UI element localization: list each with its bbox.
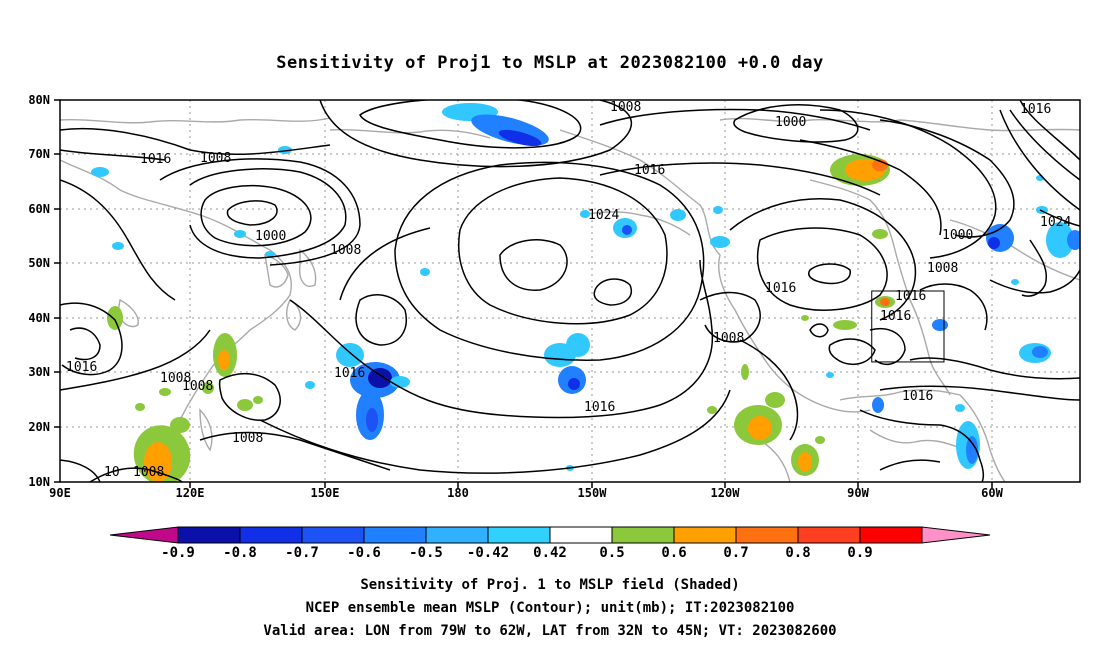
colorbar-left-arrow xyxy=(109,526,179,544)
caption-line-2: NCEP ensemble mean MSLP (Contour); unit(… xyxy=(306,600,795,616)
colorbar-level-label: 0.6 xyxy=(661,545,686,561)
contour-label: 1024 xyxy=(588,208,619,223)
latitude-labels: 80N 70N 60N 50N 40N 30N 20N 10N xyxy=(28,93,50,489)
contour-label: 1016 xyxy=(902,389,933,404)
contour-label: 1008 xyxy=(232,431,263,446)
contour-label: 1016 xyxy=(765,281,796,296)
colorbar-level-label: -0.7 xyxy=(285,545,319,561)
lon-label: 90W xyxy=(847,486,869,500)
sensitivity-shading xyxy=(91,103,1080,482)
colorbar-level-label: -0.8 xyxy=(223,545,257,561)
lat-label: 50N xyxy=(28,256,50,270)
colorbar-level-label: 0.42 xyxy=(533,545,567,561)
valid-area-box xyxy=(871,290,945,363)
colorbar-level-label: -0.5 xyxy=(409,545,443,561)
colorbar-swatch xyxy=(425,526,489,544)
colorbar-swatch xyxy=(859,526,923,544)
colorbar-swatch xyxy=(363,526,427,544)
colorbar-swatch xyxy=(239,526,303,544)
colorbar-level-label: -0.9 xyxy=(161,545,195,561)
caption-line-3: Valid area: LON from 79W to 62W, LAT fro… xyxy=(263,623,836,639)
contour-label: 1000 xyxy=(775,115,806,130)
lat-label: 40N xyxy=(28,311,50,325)
colorbar-swatch xyxy=(177,526,241,544)
lon-label: 150W xyxy=(578,486,608,500)
colorbar-swatch xyxy=(673,526,737,544)
mslp-contours xyxy=(60,100,1080,482)
colorbar-level-label: 0.8 xyxy=(785,545,810,561)
axis-ticks xyxy=(54,99,993,488)
contour-label: 1016 xyxy=(634,163,665,178)
colorbar-level-label: -0.6 xyxy=(347,545,381,561)
colorbar-swatch xyxy=(301,526,365,544)
contour-label: 1008 xyxy=(133,465,164,480)
contour-label: 1008 xyxy=(713,331,744,346)
contour-label: 1008 xyxy=(330,243,361,258)
contour-label: 10 xyxy=(104,465,120,480)
lon-label: 180 xyxy=(447,486,469,500)
lat-label: 20N xyxy=(28,420,50,434)
contour-label: 1008 xyxy=(610,100,641,115)
colorbar: -0.9 -0.8 -0.7 -0.6 -0.5 -0.42 0.42 0.5 0.6 0.7 0.… xyxy=(109,526,991,561)
colorbar-swatch xyxy=(735,526,799,544)
figure-title: Sensitivity of Proj1 to MSLP at 20230821… xyxy=(276,53,823,73)
contour-label: 1016 xyxy=(584,400,615,415)
colorbar-level-label: 0.5 xyxy=(599,545,624,561)
colorbar-swatch xyxy=(611,526,675,544)
map-frame xyxy=(59,99,1081,483)
colorbar-level-label: 0.7 xyxy=(723,545,748,561)
lat-label: 10N xyxy=(28,475,50,489)
colorbar-level-label: -0.42 xyxy=(467,545,509,561)
colorbar-swatch xyxy=(797,526,861,544)
lat-label: 30N xyxy=(28,365,50,379)
contour-label: 1016 xyxy=(66,360,97,375)
contour-label: 1016 xyxy=(895,289,926,304)
colorbar-swatch xyxy=(549,526,613,544)
contour-label: 1000 xyxy=(942,228,973,243)
contour-label: 1008 xyxy=(182,379,213,394)
lon-label: 150E xyxy=(311,486,340,500)
lon-label: 90E xyxy=(49,486,71,500)
contour-labels: 1008 1016 1008 1016 1000 1024 1008 1016 … xyxy=(66,100,1071,480)
contour-label: 1008 xyxy=(927,261,958,276)
lat-label: 60N xyxy=(28,202,50,216)
lat-label: 80N xyxy=(28,93,50,107)
contour-label: 1016 xyxy=(880,309,911,324)
lon-label: 120W xyxy=(711,486,741,500)
lon-label: 60W xyxy=(981,486,1003,500)
contour-label: 1008 xyxy=(200,151,231,166)
colorbar-right-arrow xyxy=(921,526,991,544)
contour-label: 1016 xyxy=(1020,102,1051,117)
contour-label: 1008 xyxy=(160,371,191,386)
contour-label: 1000 xyxy=(255,229,286,244)
lon-label: 120E xyxy=(176,486,205,500)
colorbar-swatch xyxy=(487,526,551,544)
contour-label: 1024 xyxy=(1040,215,1071,230)
map-panel: 1008 1016 1008 1016 1000 1024 1008 1016 … xyxy=(28,93,1081,500)
caption-line-1: Sensitivity of Proj. 1 to MSLP field (Sh… xyxy=(360,577,739,593)
contour-label: 1016 xyxy=(140,152,171,167)
colorbar-level-label: 0.9 xyxy=(847,545,872,561)
longitude-labels: 90E 120E 150E 180 150W 120W 90W 60W xyxy=(49,486,1003,500)
captions: Sensitivity of Proj. 1 to MSLP field (Sh… xyxy=(263,577,836,639)
lat-label: 70N xyxy=(28,147,50,161)
contour-label: 1016 xyxy=(334,366,365,381)
